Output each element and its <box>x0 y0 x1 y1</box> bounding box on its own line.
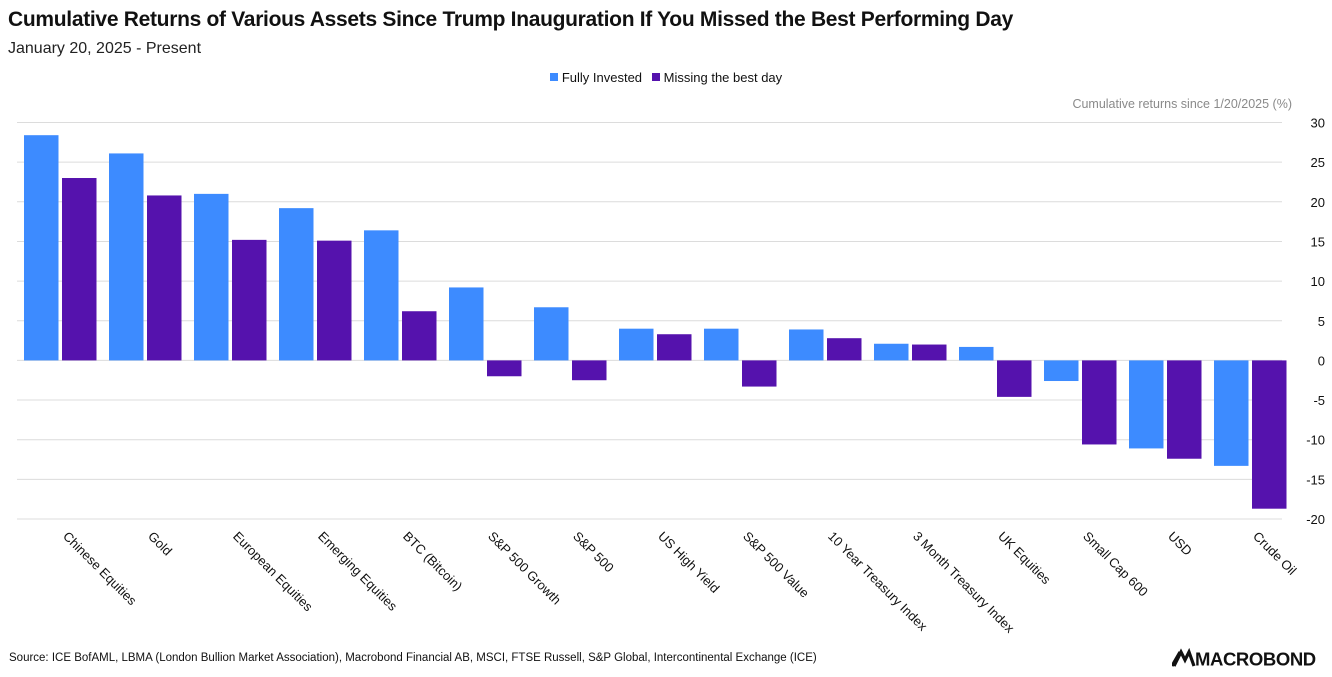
x-tick-label: US High Yield <box>655 529 722 596</box>
x-tick-label: 10 Year Treasury Index <box>825 529 931 635</box>
x-tick-label: USD <box>1165 529 1195 559</box>
bar-fully-invested <box>449 287 484 361</box>
x-tick-label: Crude Oil <box>1250 529 1300 579</box>
legend: Fully Invested Missing the best day <box>0 69 1332 85</box>
legend-label-missing-best-day: Missing the best day <box>663 69 783 85</box>
chart-title: Cumulative Returns of Various Assets Sin… <box>8 8 1013 31</box>
bar-missing-best-day <box>912 344 947 361</box>
x-tick-label: S&P 500 Value <box>740 529 812 601</box>
source-note: Source: ICE BofAML, LBMA (London Bullion… <box>9 652 817 664</box>
bar-fully-invested <box>1214 360 1249 466</box>
bar-fully-invested <box>194 193 229 361</box>
bar-fully-invested <box>534 307 569 361</box>
y-tick-label: -20 <box>1306 512 1325 527</box>
y-tick-label: 25 <box>1311 155 1325 170</box>
legend-label-fully-invested: Fully Invested <box>561 69 643 85</box>
bar-fully-invested <box>959 346 994 361</box>
logo-text: MACROBOND <box>1195 649 1316 670</box>
bar-fully-invested <box>109 153 144 361</box>
x-tick-label: Gold <box>145 529 175 559</box>
bar-fully-invested <box>619 328 654 361</box>
y-tick-label: -10 <box>1306 433 1325 448</box>
bar-missing-best-day <box>742 360 777 387</box>
macrobond-logo-icon: MACROBOND <box>1172 647 1316 670</box>
y-tick-label: 10 <box>1311 274 1325 289</box>
y-tick-label: 0 <box>1318 353 1325 368</box>
bar-missing-best-day <box>827 338 862 361</box>
x-tick-label: Small Cap 600 <box>1080 529 1151 600</box>
x-tick-label: European Equities <box>230 529 316 615</box>
bar-fully-invested <box>704 328 739 361</box>
bar-missing-best-day <box>657 334 692 361</box>
y-tick-label: 30 <box>1311 116 1325 131</box>
legend-item-fully-invested: Fully Invested <box>549 69 643 85</box>
bar-fully-invested <box>364 230 399 361</box>
x-tick-label: Chinese Equities <box>60 529 140 609</box>
x-tick-label: S&P 500 Growth <box>485 529 564 608</box>
bar-missing-best-day <box>1082 360 1117 445</box>
x-tick-label: BTC (Bitcoin) <box>400 529 465 594</box>
y-tick-label: 20 <box>1311 195 1325 210</box>
bar-missing-best-day <box>402 311 437 361</box>
chart-subtitle: January 20, 2025 - Present <box>8 40 202 57</box>
bar-missing-best-day <box>572 360 607 381</box>
bar-missing-best-day <box>487 360 522 377</box>
bar-missing-best-day <box>1252 360 1287 509</box>
x-tick-label: UK Equities <box>995 529 1054 588</box>
bar-missing-best-day <box>232 239 267 361</box>
bar-fully-invested <box>279 208 314 361</box>
bar-fully-invested <box>1044 360 1079 382</box>
y-tick-label: 5 <box>1318 314 1325 329</box>
legend-swatch-fully-invested <box>549 73 558 81</box>
bar-fully-invested <box>874 343 909 361</box>
bar-fully-invested <box>789 329 824 361</box>
y-tick-label: -15 <box>1306 472 1325 487</box>
bar-fully-invested <box>24 135 59 361</box>
bar-missing-best-day <box>1167 360 1202 459</box>
bar-missing-best-day <box>62 178 97 361</box>
y-axis-label: Cumulative returns since 1/20/2025 (%) <box>1072 97 1292 111</box>
bar-missing-best-day <box>147 195 182 361</box>
x-tick-label: S&P 500 <box>570 529 617 576</box>
x-tick-label: Emerging Equities <box>315 529 401 615</box>
bar-missing-best-day <box>317 240 352 361</box>
y-tick-label: -5 <box>1313 393 1325 408</box>
legend-item-missing-best-day: Missing the best day <box>651 69 783 85</box>
legend-swatch-missing-best-day <box>651 73 660 81</box>
bar-missing-best-day <box>997 360 1032 397</box>
bar-fully-invested <box>1129 360 1164 449</box>
y-tick-label: 15 <box>1311 234 1325 249</box>
